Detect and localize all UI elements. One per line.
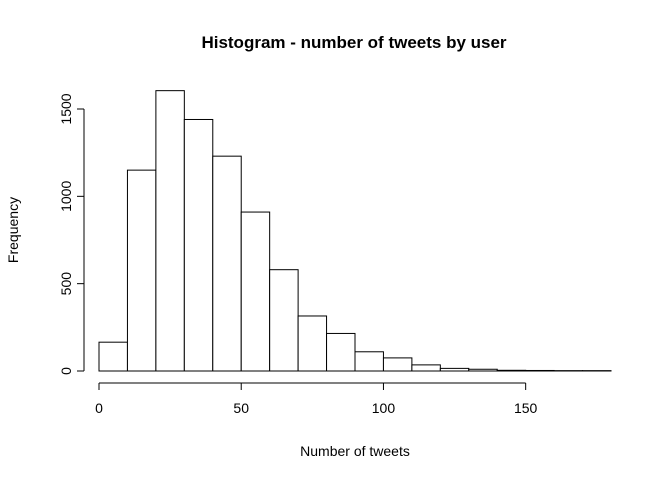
histogram-bar <box>497 370 525 371</box>
x-tick-label: 150 <box>514 400 538 416</box>
y-axis-label: Frequency <box>5 197 21 263</box>
histogram-bar <box>298 316 326 371</box>
histogram-bar <box>213 156 241 371</box>
chart-title: Histogram - number of tweets by user <box>201 33 506 52</box>
x-tick-label: 50 <box>233 400 249 416</box>
y-tick-label: 500 <box>58 272 74 296</box>
histogram-bar <box>184 119 212 371</box>
y-tick-label: 1000 <box>58 181 74 212</box>
histogram-bar <box>383 358 411 371</box>
histogram-bar <box>355 352 383 371</box>
histogram-bar <box>440 368 468 371</box>
y-tick-label: 1500 <box>58 93 74 124</box>
x-tick-label: 100 <box>372 400 396 416</box>
bars-group <box>99 91 611 371</box>
x-axis-label: Number of tweets <box>300 443 410 459</box>
histogram-bar <box>327 333 355 371</box>
histogram-bar <box>270 270 298 371</box>
histogram-bar <box>412 365 440 371</box>
histogram-bar <box>469 369 497 371</box>
histogram-bar <box>99 342 127 371</box>
histogram-bar <box>156 91 184 371</box>
histogram-bar <box>241 212 269 371</box>
histogram-bar <box>127 170 155 371</box>
x-tick-label: 0 <box>95 400 103 416</box>
y-tick-label: 0 <box>58 367 74 375</box>
y-axis: 0 500 1000 1500 <box>58 93 84 375</box>
x-axis: 0 50 100 150 <box>95 383 537 416</box>
histogram-bar <box>526 370 554 371</box>
